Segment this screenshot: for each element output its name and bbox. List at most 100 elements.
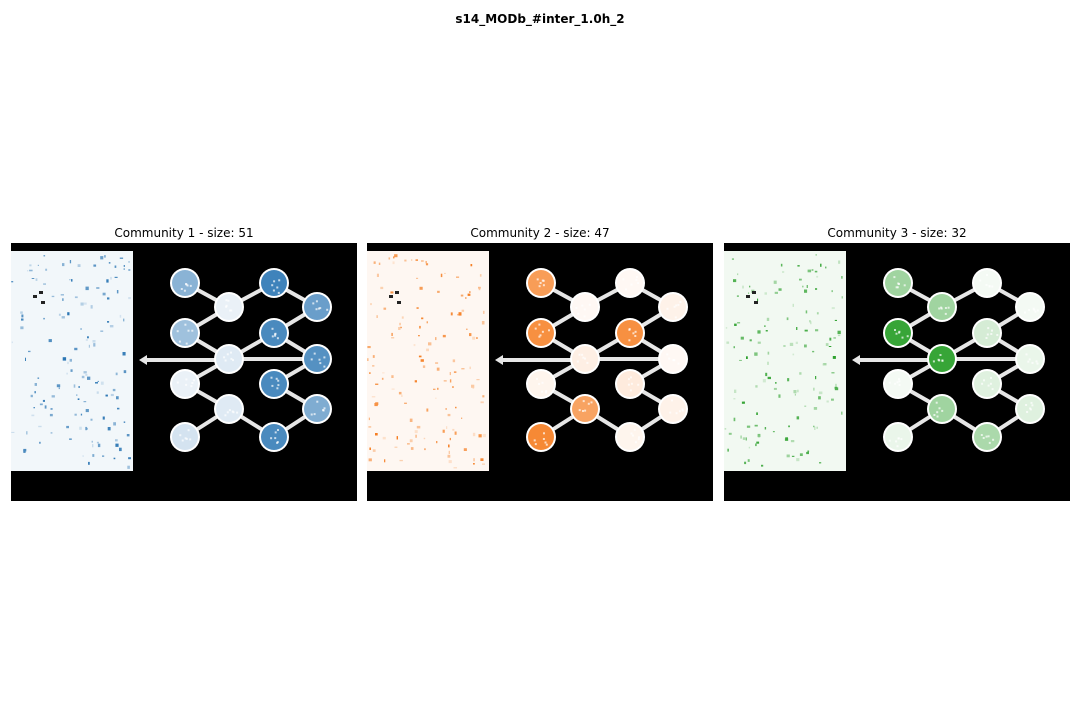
speckle	[822, 363, 825, 366]
speckle	[97, 380, 99, 382]
speckle	[415, 259, 418, 261]
graph-node	[172, 424, 198, 450]
dark-spot	[746, 295, 750, 298]
node-texture	[315, 300, 318, 303]
speckle	[755, 443, 757, 447]
speckle	[831, 290, 833, 293]
graph-node	[929, 396, 955, 422]
node-texture	[271, 284, 274, 287]
speckle	[413, 344, 416, 347]
graph-node	[974, 371, 1000, 397]
speckle	[381, 377, 384, 380]
node-texture	[985, 283, 988, 286]
node-texture	[590, 401, 593, 404]
node-texture	[192, 379, 195, 382]
speckle	[804, 405, 807, 407]
speckle	[449, 437, 451, 441]
node-texture	[941, 409, 944, 412]
node-texture	[276, 441, 279, 444]
speckle	[410, 447, 414, 450]
speckle	[778, 288, 782, 291]
speckle	[818, 396, 821, 400]
node-texture	[539, 334, 542, 337]
speckle	[80, 413, 83, 416]
stem-bar	[856, 358, 942, 362]
speckle	[742, 285, 744, 289]
node-texture	[933, 414, 936, 416]
speckle	[453, 371, 457, 373]
figure-title: s14_MODb_#inter_1.0h_2	[455, 12, 625, 26]
speckle	[127, 465, 130, 469]
speckle	[11, 431, 15, 433]
graph-node	[528, 424, 554, 450]
speckle	[733, 398, 736, 400]
speckle	[43, 255, 46, 257]
speckle	[785, 437, 788, 441]
node-texture	[543, 432, 545, 435]
node-texture	[271, 327, 274, 330]
speckle	[426, 348, 429, 352]
node-texture	[897, 282, 900, 285]
speckle	[388, 257, 391, 260]
speckle	[823, 363, 827, 366]
node-texture	[577, 312, 580, 315]
speckle	[113, 422, 116, 426]
graph-node	[304, 346, 330, 372]
node-texture	[575, 306, 578, 309]
speckle	[483, 310, 485, 314]
speckle	[56, 384, 61, 388]
speckle	[85, 339, 88, 341]
speckle	[793, 390, 797, 394]
speckle	[95, 382, 98, 384]
speckle	[428, 342, 432, 346]
node-texture	[900, 438, 903, 441]
speckle	[756, 412, 758, 415]
speckle	[767, 351, 770, 355]
node-texture	[1035, 360, 1038, 363]
node-texture	[894, 329, 896, 331]
speckle	[733, 417, 736, 422]
speckle	[815, 329, 819, 332]
speckle	[816, 426, 818, 429]
speckle	[102, 455, 105, 457]
panel-community-3: Community 3 - size: 32	[724, 225, 1070, 501]
speckle	[122, 352, 126, 356]
node-texture	[673, 359, 675, 361]
node-texture	[1031, 361, 1034, 364]
speckle	[773, 280, 777, 284]
speckle	[418, 355, 422, 358]
node-texture	[319, 307, 322, 310]
graph-node	[929, 346, 955, 372]
speckle	[77, 398, 80, 400]
speckle	[440, 273, 443, 278]
node-texture	[938, 359, 941, 362]
speckle	[820, 263, 822, 267]
node-texture	[181, 439, 184, 442]
node-texture	[582, 410, 584, 412]
speckle	[117, 407, 120, 410]
speckle	[119, 447, 122, 452]
node-texture	[635, 278, 638, 281]
speckle	[814, 270, 818, 273]
node-texture	[183, 289, 186, 292]
speckle	[394, 254, 398, 258]
speckle	[731, 258, 734, 260]
speckle	[482, 433, 486, 438]
speckle	[460, 294, 464, 297]
speckle	[11, 281, 14, 283]
node-texture	[935, 401, 938, 404]
stem-bar	[499, 358, 585, 362]
dark-spot	[752, 291, 756, 294]
node-texture	[988, 441, 991, 444]
node-texture	[1030, 401, 1033, 404]
node-texture	[985, 435, 988, 438]
speckle	[452, 428, 455, 431]
node-texture	[627, 383, 630, 386]
node-texture	[316, 400, 319, 403]
speckle	[813, 387, 815, 391]
speckle	[115, 439, 118, 442]
speckle	[404, 402, 407, 404]
speckle	[754, 424, 758, 427]
node-texture	[271, 335, 274, 338]
speckle	[61, 316, 65, 319]
